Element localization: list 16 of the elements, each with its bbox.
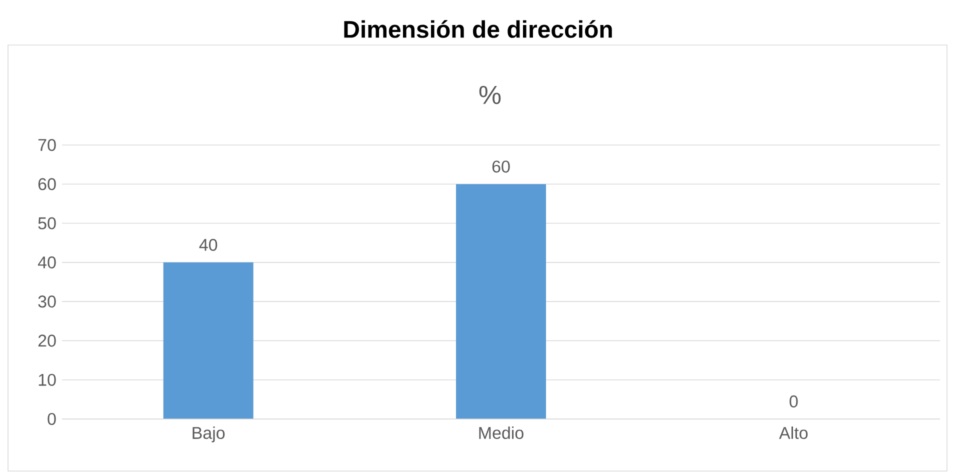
y-tick-label: 40	[38, 256, 56, 268]
data-label: 0	[790, 395, 798, 408]
data-label: 60	[492, 160, 510, 173]
chart-title: Dimensión de dirección	[344, 20, 612, 38]
x-tick-label: Alto	[779, 426, 808, 439]
y-tick-label: 0	[48, 412, 56, 426]
data-label: 40	[199, 238, 218, 251]
chart-subtitle: %	[479, 86, 501, 104]
y-tick-label: 50	[38, 217, 56, 230]
y-tick-label: 20	[38, 334, 56, 347]
y-tick-label: 30	[38, 296, 56, 308]
y-tick-label: 10	[38, 374, 56, 386]
y-tick-label: 70	[38, 138, 56, 152]
y-tick-label: 60	[38, 178, 56, 190]
x-tick-label: Medio	[479, 426, 524, 439]
x-tick-label: Bajo	[192, 426, 225, 442]
